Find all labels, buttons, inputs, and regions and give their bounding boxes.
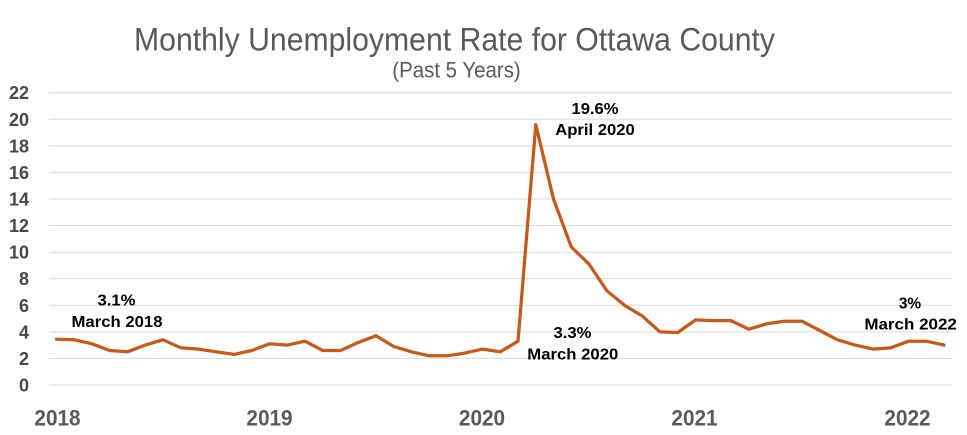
svg-text:March 2018: March 2018 bbox=[72, 314, 163, 331]
svg-text:Monthly Unemployment Rate for: Monthly Unemployment Rate for Ottawa Cou… bbox=[134, 22, 775, 58]
svg-text:2: 2 bbox=[19, 349, 29, 369]
svg-text:16: 16 bbox=[9, 163, 29, 183]
svg-text:March 2020: March 2020 bbox=[527, 347, 618, 364]
svg-text:10: 10 bbox=[9, 243, 29, 263]
svg-text:2021: 2021 bbox=[671, 405, 717, 430]
svg-text:March 2022: March 2022 bbox=[864, 316, 957, 333]
svg-text:(Past 5 Years): (Past 5 Years) bbox=[392, 57, 521, 82]
svg-text:April 2020: April 2020 bbox=[555, 122, 635, 139]
svg-text:4: 4 bbox=[19, 322, 29, 342]
svg-text:20: 20 bbox=[9, 110, 29, 130]
svg-text:3.1%: 3.1% bbox=[98, 293, 136, 310]
svg-text:6: 6 bbox=[19, 296, 29, 316]
svg-text:2019: 2019 bbox=[246, 405, 292, 430]
svg-text:3.3%: 3.3% bbox=[554, 325, 592, 342]
svg-text:2022: 2022 bbox=[884, 405, 930, 430]
svg-text:0: 0 bbox=[19, 376, 29, 396]
svg-text:22: 22 bbox=[9, 83, 29, 103]
svg-text:2018: 2018 bbox=[34, 405, 80, 430]
svg-text:3%: 3% bbox=[899, 295, 921, 312]
svg-text:19.6%: 19.6% bbox=[572, 101, 619, 118]
svg-text:8: 8 bbox=[19, 269, 29, 289]
svg-text:18: 18 bbox=[9, 136, 29, 156]
svg-text:2020: 2020 bbox=[459, 405, 505, 430]
svg-text:12: 12 bbox=[9, 216, 29, 236]
svg-text:14: 14 bbox=[9, 190, 29, 210]
